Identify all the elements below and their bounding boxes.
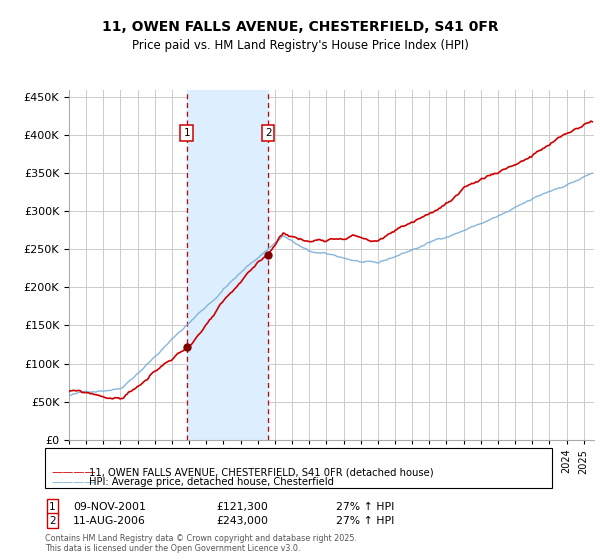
Text: 27% ↑ HPI: 27% ↑ HPI	[336, 502, 394, 512]
Text: 11, OWEN FALLS AVENUE, CHESTERFIELD, S41 0FR (detached house): 11, OWEN FALLS AVENUE, CHESTERFIELD, S41…	[89, 467, 433, 477]
Bar	[187, 90, 268, 440]
Text: 2: 2	[265, 128, 272, 138]
Text: 1: 1	[184, 128, 190, 138]
Text: Price paid vs. HM Land Registry's House Price Index (HPI): Price paid vs. HM Land Registry's House …	[131, 39, 469, 52]
Text: HPI: Average price, detached house, Chesterfield: HPI: Average price, detached house, Ches…	[89, 477, 334, 487]
Text: Contains HM Land Registry data © Crown copyright and database right 2025.
This d: Contains HM Land Registry data © Crown c…	[45, 534, 357, 553]
Text: 09-NOV-2001: 09-NOV-2001	[73, 502, 146, 512]
Text: 11-AUG-2006: 11-AUG-2006	[73, 516, 146, 526]
Text: £243,000: £243,000	[216, 516, 268, 526]
Text: ————: ————	[51, 467, 95, 477]
Text: 1: 1	[49, 502, 56, 512]
Text: 2: 2	[49, 516, 56, 526]
Text: 27% ↑ HPI: 27% ↑ HPI	[336, 516, 394, 526]
Text: 11, OWEN FALLS AVENUE, CHESTERFIELD, S41 0FR: 11, OWEN FALLS AVENUE, CHESTERFIELD, S41…	[101, 20, 499, 34]
Text: £121,300: £121,300	[216, 502, 268, 512]
Text: ————: ————	[51, 477, 95, 487]
